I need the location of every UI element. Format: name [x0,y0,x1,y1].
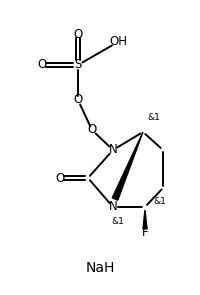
Text: O: O [37,58,46,71]
Text: F: F [141,225,148,238]
Text: NaH: NaH [85,261,114,275]
Text: OH: OH [108,35,126,48]
Polygon shape [142,210,146,229]
Text: O: O [73,27,82,40]
Text: S: S [74,58,81,71]
Text: &1: &1 [146,114,159,122]
Polygon shape [112,132,142,200]
Text: &1: &1 [152,197,165,206]
Text: &1: &1 [110,217,123,225]
Text: N: N [108,201,117,214]
Text: O: O [73,94,82,106]
Text: O: O [55,171,64,184]
Text: N: N [108,143,117,157]
Text: O: O [87,124,96,137]
